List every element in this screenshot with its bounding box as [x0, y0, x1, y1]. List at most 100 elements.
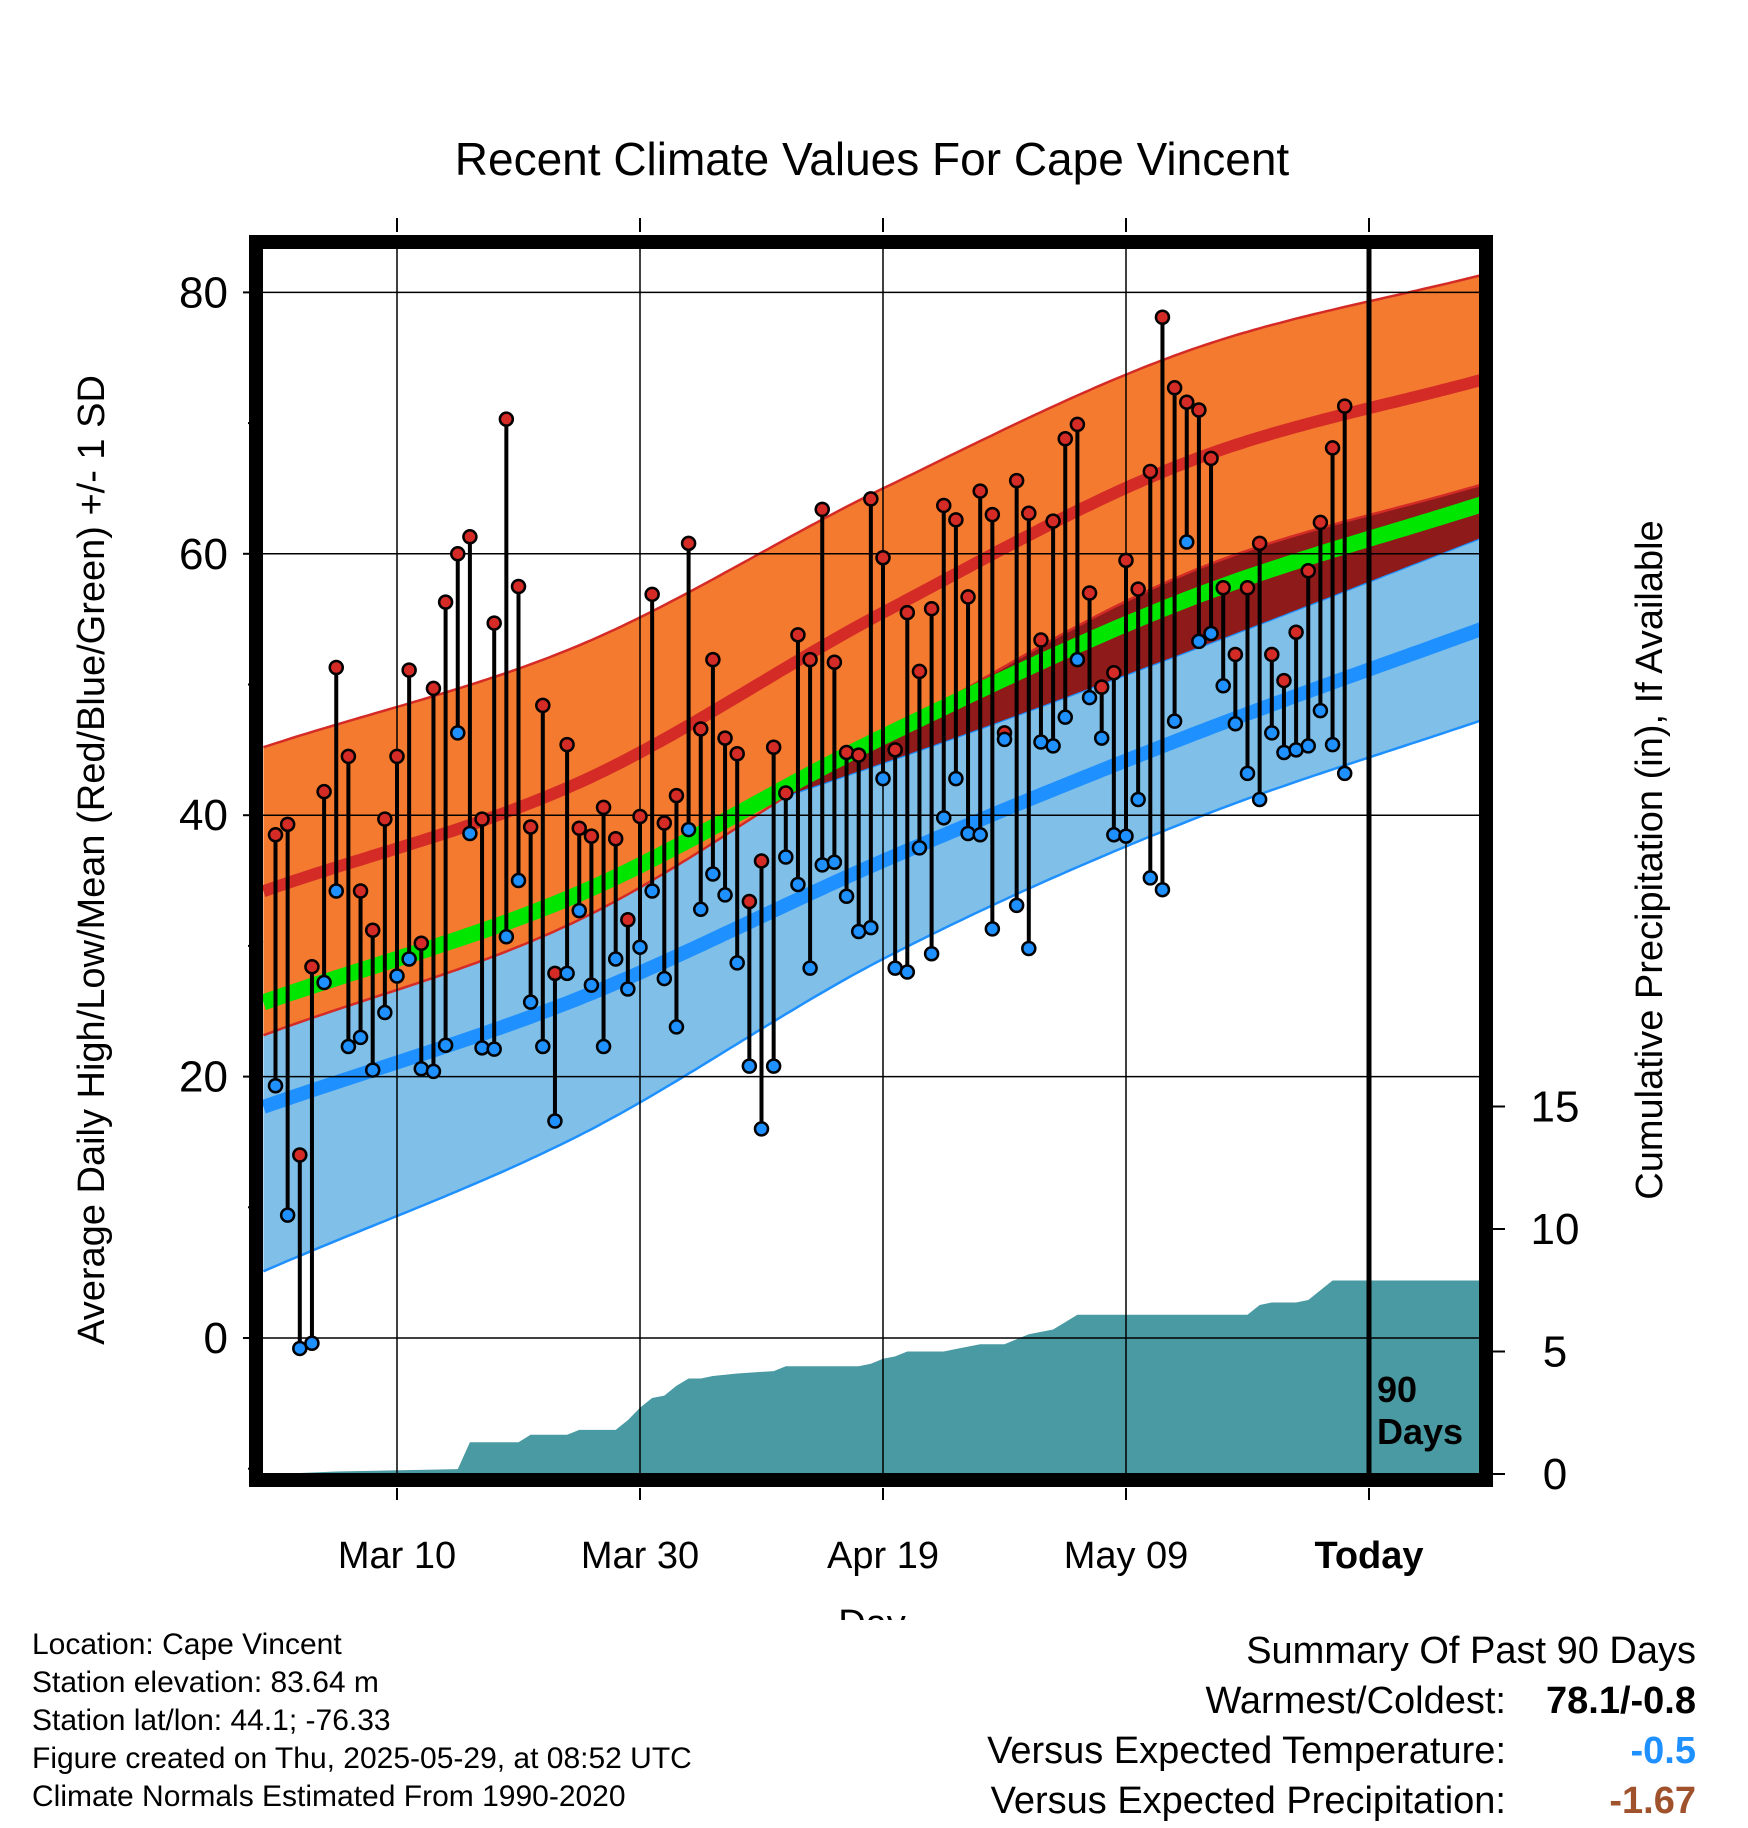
obs-high-1: [279, 816, 296, 833]
obs-high-0: [267, 827, 284, 843]
obs-high-71: [1130, 581, 1146, 597]
obs-low-42: [778, 849, 794, 865]
obs-low-10: [389, 968, 405, 984]
obs-high-2: [292, 1147, 308, 1163]
obs-high-78: [1215, 580, 1231, 596]
obs-low-52: [899, 964, 916, 980]
obs-high-5: [328, 659, 344, 676]
ytick-label-60: 60: [179, 530, 228, 579]
obs-low-64: [1045, 738, 1061, 754]
precip-label: Versus Expected Precipitation:: [990, 1780, 1506, 1822]
obs-high-33: [668, 787, 685, 804]
elevation-text: Station elevation: 83.64 m: [32, 1666, 379, 1699]
obs-high-29: [620, 912, 636, 928]
obs-low-16: [462, 825, 478, 842]
obs-low-87: [1324, 736, 1341, 753]
xtick-label-70: May 09: [1064, 1535, 1189, 1577]
obs-high-59: [984, 506, 1001, 523]
obs-high-61: [1008, 472, 1025, 489]
obs-high-63: [1033, 632, 1049, 648]
x-axis-label: Day: [838, 1603, 906, 1620]
obs-low-24: [559, 965, 575, 982]
obs-low-83: [1276, 744, 1292, 761]
obs-high-18: [486, 615, 502, 631]
obs-low-0: [267, 1077, 284, 1094]
warmest-label: Warmest/Coldest:: [1205, 1680, 1506, 1722]
temp-value: -0.5: [1630, 1730, 1696, 1772]
obs-low-38: [729, 955, 745, 971]
obs-high-57: [960, 589, 976, 605]
obs-high-17: [474, 811, 490, 827]
obs-low-82: [1264, 725, 1280, 741]
obs-low-58: [972, 827, 988, 843]
obs-low-55: [936, 810, 952, 826]
obs-low-85: [1300, 738, 1316, 754]
obs-high-53: [911, 663, 928, 680]
obs-high-10: [389, 748, 405, 765]
obs-high-49: [863, 491, 879, 507]
obs-high-52: [899, 604, 916, 621]
obs-low-60: [996, 731, 1013, 748]
obs-high-16: [462, 529, 478, 545]
obs-high-13: [425, 680, 442, 697]
obs-high-58: [972, 483, 988, 499]
obs-high-34: [680, 535, 697, 552]
obs-low-15: [450, 725, 466, 741]
obs-high-38: [729, 746, 745, 762]
obs-high-36: [705, 651, 721, 668]
obs-low-31: [644, 883, 660, 899]
created-text: Figure created on Thu, 2025-05-29, at 08…: [32, 1742, 692, 1775]
obs-high-31: [644, 586, 660, 603]
obs-low-19: [498, 929, 515, 945]
obs-low-8: [364, 1062, 381, 1078]
station-info: Location: Cape Vincent Station elevation…: [32, 1626, 692, 1816]
obs-low-68: [1093, 730, 1110, 746]
obs-low-80: [1239, 765, 1256, 782]
obs-low-43: [790, 876, 806, 893]
summary-heading: Summary Of Past 90 Days: [1246, 1630, 1696, 1672]
xtick-label-90: Today: [1314, 1535, 1423, 1577]
obs-high-3: [304, 959, 320, 975]
obs-low-75: [1179, 534, 1195, 550]
obs-low-54: [923, 945, 940, 962]
obs-high-41: [765, 739, 782, 755]
obs-low-77: [1203, 625, 1219, 642]
obs-high-15: [450, 546, 466, 562]
obs-low-22: [535, 1038, 551, 1055]
obs-high-40: [753, 853, 770, 869]
obs-high-54: [923, 600, 940, 617]
precip-area: [275, 1280, 1480, 1474]
obs-low-76: [1191, 633, 1207, 650]
obs-low-45: [814, 857, 830, 873]
obs-low-30: [632, 939, 648, 955]
xtick-label-30: Mar 30: [581, 1535, 699, 1577]
y2-axis-label: Cumulative Precipitation (in), If Availa…: [1629, 520, 1671, 1199]
obs-high-84: [1288, 624, 1304, 640]
obs-low-72: [1142, 870, 1159, 886]
obs-high-28: [607, 830, 624, 847]
temp-label: Versus Expected Temperature:: [987, 1730, 1506, 1772]
precip-value: -1.67: [1609, 1780, 1696, 1822]
obs-low-74: [1166, 713, 1183, 729]
obs-high-67: [1081, 585, 1098, 601]
obs-high-80: [1239, 580, 1256, 596]
obs-low-81: [1251, 791, 1268, 808]
obs-low-70: [1118, 828, 1134, 844]
obs-low-66: [1069, 651, 1086, 668]
observations: [267, 309, 1353, 1357]
obs-low-35: [693, 901, 709, 918]
y2tick-label-10: 10: [1531, 1205, 1580, 1254]
obs-low-32: [656, 970, 673, 987]
obs-low-47: [838, 888, 855, 904]
obs-high-47: [838, 744, 855, 761]
obs-high-81: [1251, 535, 1268, 552]
obs-high-62: [1021, 505, 1037, 522]
obs-high-88: [1336, 398, 1353, 414]
xtick-label-50: Apr 19: [827, 1535, 939, 1577]
plot-area: [262, 248, 1480, 1474]
marker-label-1: Days: [1377, 1411, 1463, 1452]
obs-high-72: [1142, 463, 1159, 480]
obs-low-33: [668, 1019, 685, 1035]
obs-low-29: [620, 981, 636, 997]
